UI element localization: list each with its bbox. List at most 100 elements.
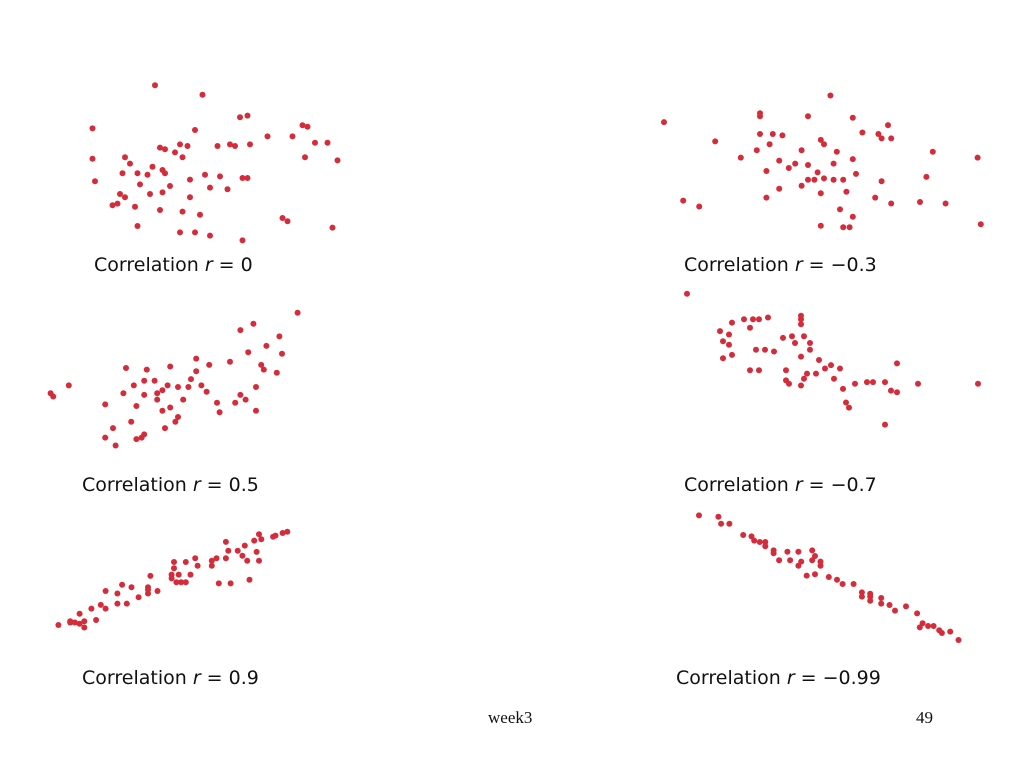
scatter-point [188, 376, 194, 383]
scatter-point [179, 154, 186, 161]
scatter-point [50, 393, 57, 400]
scatter-point [157, 207, 163, 213]
scatter-point [975, 380, 981, 387]
scatter-point [239, 175, 246, 181]
scatter-point [805, 176, 811, 183]
scatter-point [251, 537, 258, 544]
scatter-point [747, 367, 753, 374]
scatter-point [938, 630, 945, 636]
scatter-point [135, 594, 142, 601]
scatter-point [850, 581, 857, 587]
scatter-point [164, 382, 171, 389]
scatter-point [244, 112, 251, 119]
scatter-point [717, 328, 723, 335]
scatter-point [55, 622, 62, 628]
scatter-point [138, 434, 145, 441]
scatter-point [168, 575, 175, 582]
scatter-point [661, 119, 667, 126]
scatter-point [214, 399, 220, 406]
scatter-point [213, 555, 220, 562]
scatter-point [894, 389, 900, 396]
scatter-point [726, 331, 732, 338]
scatter-point [804, 370, 810, 377]
scatter-point [795, 548, 802, 555]
scatter-point [67, 618, 74, 625]
scatter-point [175, 571, 182, 578]
scatter-point [237, 327, 244, 334]
scatter-point [720, 355, 726, 362]
scatter-point [127, 160, 133, 167]
scatter-point [792, 340, 798, 346]
scatter-point [334, 157, 341, 164]
scatter-point [122, 194, 128, 201]
scatter-point [785, 165, 792, 171]
scatter-point [250, 320, 257, 327]
scatter-point [180, 396, 187, 403]
scatter-point [246, 576, 253, 583]
scatter-point [284, 528, 291, 535]
scatter-point [162, 425, 168, 432]
scatter-panel-3 [47, 309, 301, 449]
scatter-point [762, 539, 769, 545]
scatter-point [102, 588, 109, 594]
scatter-point [130, 382, 137, 389]
scatter-point [123, 365, 129, 371]
scatter-point [256, 557, 262, 564]
scatter-point [147, 572, 154, 579]
scatter-point [903, 603, 909, 610]
scatter-point [207, 184, 213, 191]
scatter-point [786, 380, 792, 387]
scatter-point [237, 391, 244, 398]
scatter-point [784, 548, 791, 555]
scatter-point [840, 385, 846, 392]
scatter-point [955, 637, 962, 643]
scatter-point [152, 82, 158, 89]
scatter-point [222, 555, 229, 562]
scatter-point [216, 409, 223, 416]
scatter-point [888, 200, 895, 207]
scatter-point [837, 206, 843, 213]
scatter-point [769, 131, 776, 137]
scatter-point [109, 202, 116, 209]
scatter-point [167, 183, 173, 189]
scatter-point [134, 170, 141, 177]
scatter-point [312, 139, 318, 146]
scatter-point [803, 572, 810, 579]
scatter-point [729, 351, 735, 358]
scatter-point [215, 580, 222, 587]
scatter-point [789, 333, 795, 340]
scatter-point [753, 147, 760, 154]
scatter-point [76, 610, 83, 617]
scatter-point [244, 175, 251, 181]
scatter-point [270, 533, 277, 540]
scatter-point [159, 407, 166, 414]
scatter-panel-4 [684, 290, 981, 428]
scatter-point [114, 590, 121, 597]
scatter-panel-6 [696, 512, 962, 643]
scatter-point [780, 334, 786, 341]
scatter-point [741, 316, 747, 323]
scatter-point [144, 171, 151, 178]
scatter-point [923, 173, 930, 180]
scatter-point [811, 176, 818, 183]
scatter-point [227, 358, 233, 365]
scatter-point [199, 91, 206, 98]
scatter-point [276, 333, 283, 340]
scatter-point [718, 520, 725, 527]
scatter-point [294, 309, 301, 316]
scatter-point [833, 148, 840, 155]
scatter-point [915, 380, 921, 387]
scatter-point [798, 321, 804, 328]
scatter-point [942, 200, 949, 207]
scatter-point [805, 113, 811, 120]
scatter-point [133, 436, 140, 443]
scatter-point [712, 138, 719, 145]
scatter-point [867, 597, 874, 604]
scatter-point [159, 189, 166, 196]
scatter-point [177, 229, 183, 236]
scatter-point [117, 191, 123, 197]
scatter-point [771, 348, 777, 355]
scatter-point [247, 141, 253, 148]
scatter-point [207, 232, 213, 239]
scatter-point [849, 213, 856, 220]
